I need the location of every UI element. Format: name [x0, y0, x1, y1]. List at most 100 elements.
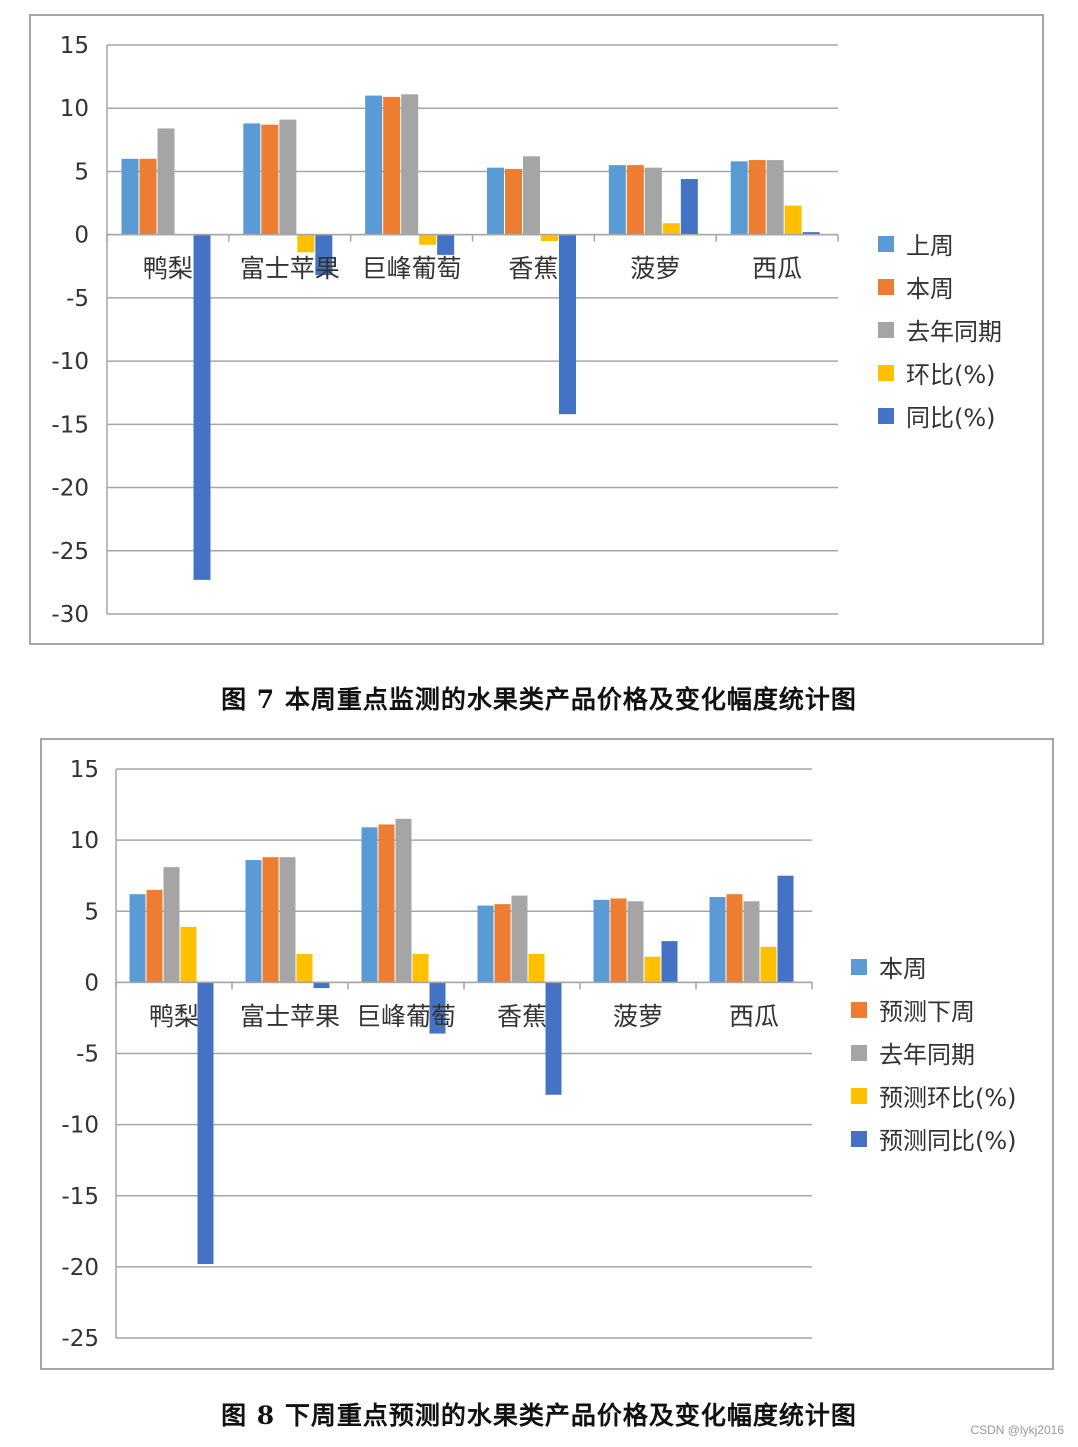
fig7-y-tick-label: 0 [74, 223, 89, 249]
fig8-category-label: 鸭梨 [149, 1002, 199, 1031]
fig7-bar [784, 205, 802, 235]
fig7-legend-label: 上周 [906, 232, 954, 260]
figure-8-caption: 图 8 下周重点预测的水果类产品价格及变化幅度统计图 [221, 1401, 857, 1430]
fig8-y-tick-label: -10 [61, 1113, 99, 1139]
figure-7-caption: 图 7 本周重点监测的水果类产品价格及变化幅度统计图 [221, 685, 857, 714]
fig7-category-label: 西瓜 [752, 254, 802, 283]
fig7-y-tick-label: -20 [51, 476, 89, 502]
fig7-category-label: 鸭梨 [143, 254, 193, 283]
fig7-legend-label: 环比(%) [906, 361, 996, 389]
fig8-bar [661, 941, 678, 983]
fig7-legend-item: 同比(%) [878, 394, 1002, 437]
fig8-bar [760, 946, 777, 983]
chart-fig7-legend: 上周 本周 去年同期 环比(%) 同比(%) [878, 222, 1002, 437]
fig8-category-label: 巨峰葡萄 [356, 1002, 456, 1031]
fig8-y-tick-label: -25 [61, 1326, 99, 1352]
fig8-y-tick-label: 10 [70, 828, 99, 854]
fig7-category-label: 香蕉 [508, 254, 558, 283]
fig8-bar [361, 827, 378, 983]
fig7-y-tick-label: -30 [51, 602, 89, 628]
fig7-bar [437, 234, 455, 255]
fig8-bar [593, 899, 610, 983]
fig7-bar [279, 119, 297, 235]
fig7-bar [626, 165, 644, 235]
fig8-category-label: 西瓜 [729, 1002, 779, 1031]
fig7-y-tick-label: -10 [51, 349, 89, 375]
fig8-bar [726, 894, 743, 983]
fig8-bar [777, 875, 794, 983]
fig8-bar [296, 953, 313, 983]
fig8-legend-swatch [851, 958, 867, 975]
fig7-legend-label: 同比(%) [906, 404, 996, 432]
fig8-legend-item: 去年同期 [851, 1031, 1017, 1074]
fig7-bar [383, 96, 401, 235]
fig8-bar [313, 982, 330, 989]
fig8-legend-swatch [851, 1130, 867, 1147]
fig8-bar [262, 857, 279, 983]
fig7-bar [157, 128, 175, 235]
fig8-bar [709, 897, 726, 983]
fig7-category-label: 菠萝 [630, 254, 680, 283]
fig8-legend-label: 预测下周 [879, 998, 975, 1026]
fig8-y-tick-label: 5 [84, 899, 99, 925]
fig7-legend-swatch [878, 235, 894, 252]
fig8-bar [129, 894, 146, 983]
fig7-y-tick-label: 10 [60, 96, 89, 122]
fig7-y-tick-label: 15 [60, 33, 89, 59]
fig8-bar [429, 982, 446, 1034]
fig8-y-tick-label: -15 [61, 1184, 99, 1210]
fig7-bar [365, 95, 383, 235]
fig8-bar [627, 901, 644, 983]
fig8-legend-label: 去年同期 [879, 1041, 975, 1069]
fig8-legend-swatch [851, 1087, 867, 1104]
fig7-legend-swatch [878, 321, 894, 338]
fig8-legend-item: 本周 [851, 945, 1017, 988]
fig7-bar [419, 234, 437, 245]
fig7-y-tick-label: 5 [74, 159, 89, 185]
fig8-bar [395, 818, 412, 983]
fig8-bar [511, 895, 528, 983]
fig7-bar [121, 158, 139, 235]
fig8-bar [644, 956, 661, 983]
fig7-bar [315, 234, 333, 276]
fig7-legend-swatch [878, 364, 894, 381]
fig7-bar [193, 234, 211, 580]
fig8-legend-item: 预测同比(%) [851, 1117, 1017, 1160]
fig8-legend-label: 预测同比(%) [879, 1127, 1017, 1155]
fig8-y-tick-label: 15 [70, 757, 99, 783]
fig8-legend-item: 预测下周 [851, 988, 1017, 1031]
fig7-bar [559, 234, 576, 415]
fig8-bar [163, 867, 180, 983]
fig8-category-label: 富士苹果 [240, 1002, 340, 1031]
fig7-y-tick-label: -5 [66, 286, 89, 312]
fig7-category-label: 巨峰葡萄 [362, 254, 462, 283]
watermark: CSDN @lykj2016 [970, 1423, 1064, 1437]
fig7-bar [608, 165, 626, 235]
fig7-bar [766, 160, 784, 235]
fig7-y-tick-label: -15 [51, 412, 89, 438]
fig7-bar [243, 123, 261, 235]
fig8-legend-label: 预测环比(%) [879, 1084, 1017, 1112]
fig8-bar [743, 901, 760, 983]
fig8-legend-swatch [851, 1001, 867, 1018]
chart-fig8-legend: 本周预测下周去年同期预测环比(%) 预测同比(%) [851, 945, 1017, 1160]
fig7-bar [680, 179, 698, 235]
fig8-bar [477, 905, 494, 983]
fig7-bar [541, 234, 558, 241]
fig8-category-label: 香蕉 [497, 1002, 547, 1031]
fig7-bar [487, 167, 504, 235]
fig8-legend-swatch [851, 1044, 867, 1061]
fig7-bar [401, 94, 419, 235]
fig8-y-tick-label: -20 [61, 1255, 99, 1281]
fig8-bar [528, 953, 545, 983]
fig7-legend-item: 去年同期 [878, 308, 1002, 351]
fig7-bar [261, 124, 279, 235]
fig7-bar [644, 167, 662, 235]
fig8-y-tick-label: -5 [76, 1042, 99, 1068]
fig8-y-tick-label: 0 [84, 970, 99, 996]
fig7-category-label: 富士苹果 [240, 254, 340, 283]
fig8-bar [245, 860, 262, 983]
fig7-bar [297, 234, 315, 253]
